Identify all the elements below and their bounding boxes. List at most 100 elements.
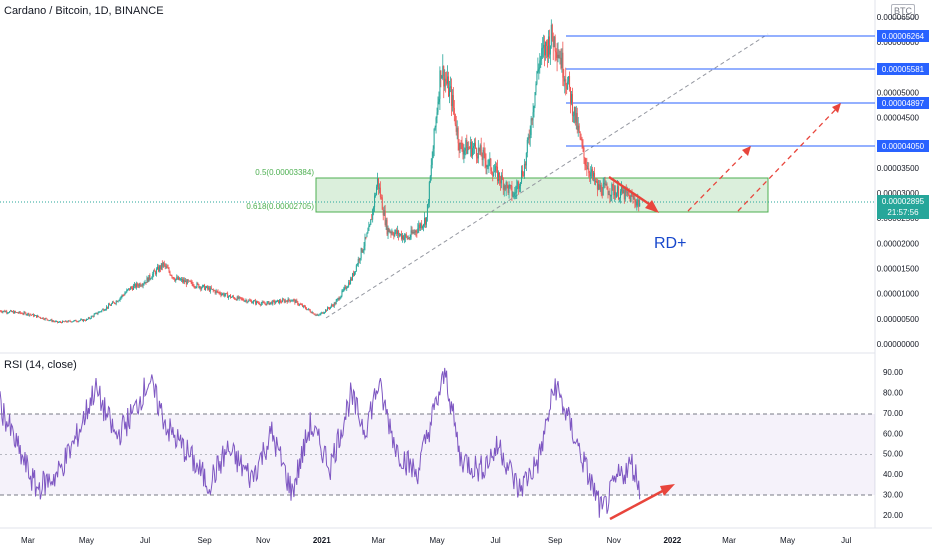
candle-body	[345, 286, 347, 289]
candle-body	[564, 79, 566, 82]
candle-body	[286, 301, 288, 303]
candle-body	[617, 186, 619, 194]
price-tick: 0.00004500	[877, 114, 920, 123]
price-tick: 0.00001000	[877, 290, 920, 299]
candle-body	[148, 275, 150, 282]
candle-body	[38, 316, 40, 318]
candle-body	[269, 302, 271, 305]
candle-body	[389, 231, 391, 233]
price-label-level-2: 0.00005581	[877, 63, 929, 75]
candle-body	[48, 320, 50, 322]
candle-body	[215, 290, 217, 294]
candle-body	[35, 315, 37, 318]
candle-body	[151, 277, 153, 279]
candle-body	[130, 287, 132, 290]
candle-body	[67, 320, 69, 323]
candle-body	[435, 117, 437, 128]
candle-body	[295, 300, 297, 304]
candle-body	[604, 182, 606, 185]
candle-body	[478, 147, 480, 152]
candle-body	[245, 300, 247, 301]
candle-body	[556, 52, 558, 58]
candle-body	[443, 66, 445, 87]
candle-body	[99, 311, 101, 313]
candle-body	[104, 310, 106, 311]
candle-body	[147, 277, 149, 282]
candle-body	[507, 185, 509, 193]
time-tick: Nov	[607, 536, 621, 545]
candle-body	[390, 231, 392, 234]
candle-body	[272, 300, 274, 305]
projection-arrow-1[interactable]	[687, 146, 751, 212]
candle-body	[18, 311, 20, 314]
rsi-line	[0, 367, 641, 518]
time-tick: Jul	[490, 536, 500, 545]
candle-body	[241, 298, 243, 300]
candle-body	[261, 301, 263, 304]
candle-body	[47, 319, 49, 321]
currency-badge[interactable]: BTC	[891, 4, 915, 19]
candle-body	[554, 36, 556, 52]
candle-body	[119, 298, 121, 301]
candle-body	[553, 36, 555, 48]
candle-body	[473, 142, 475, 147]
candle-body	[277, 300, 279, 301]
candle-body	[576, 112, 578, 130]
candle-body	[199, 286, 201, 288]
candle-body	[19, 311, 21, 313]
candle-body	[559, 57, 561, 59]
candle-body	[618, 186, 620, 200]
candle-body	[557, 54, 559, 58]
candle-body	[439, 70, 441, 99]
candle-body	[434, 127, 436, 129]
candle-body	[535, 83, 537, 93]
fib-zone[interactable]	[315, 177, 769, 213]
candle-body	[22, 313, 24, 315]
candle-body	[117, 300, 119, 302]
candle-body	[638, 199, 640, 207]
candle-body	[453, 107, 455, 114]
candle-body	[349, 282, 351, 285]
candle-body	[539, 60, 541, 68]
candle-body	[197, 283, 199, 285]
candle-body	[36, 315, 38, 318]
candle-body	[533, 105, 535, 113]
candle-body	[530, 118, 532, 135]
candle-body	[416, 232, 418, 233]
candle-body	[239, 296, 241, 298]
candle-body	[374, 195, 376, 208]
candle-body	[302, 304, 304, 307]
candle-body	[248, 300, 250, 302]
candle-body	[285, 300, 287, 302]
candle-body	[138, 283, 140, 287]
candle-body	[270, 301, 272, 303]
candle-body	[172, 277, 174, 278]
price-label-current: 0.00002895 21:57:56	[877, 195, 929, 219]
candle-body	[186, 279, 188, 285]
candle-body	[616, 193, 618, 198]
candle-body	[397, 230, 399, 235]
candle-body	[609, 194, 611, 197]
candle-body	[329, 306, 331, 309]
candle-body	[513, 193, 515, 196]
candle-body	[91, 315, 93, 317]
candle-body	[632, 195, 634, 199]
candle-body	[534, 92, 536, 106]
candle-body	[504, 185, 506, 190]
candle-body	[581, 139, 583, 146]
candle-body	[55, 321, 57, 323]
candle-body	[436, 112, 438, 118]
candle-body	[371, 219, 373, 221]
rsi-up-arrow[interactable]	[609, 484, 675, 521]
candle-body	[223, 293, 225, 296]
candle-body	[634, 198, 636, 203]
projection-arrow-2[interactable]	[737, 103, 841, 212]
trendline[interactable]	[325, 33, 769, 319]
price-down-arrow[interactable]	[608, 175, 659, 213]
candle-body	[282, 299, 284, 301]
candle-body	[288, 298, 290, 301]
candle-body	[471, 142, 473, 157]
candle-body	[404, 234, 406, 238]
candle-body	[275, 302, 277, 304]
